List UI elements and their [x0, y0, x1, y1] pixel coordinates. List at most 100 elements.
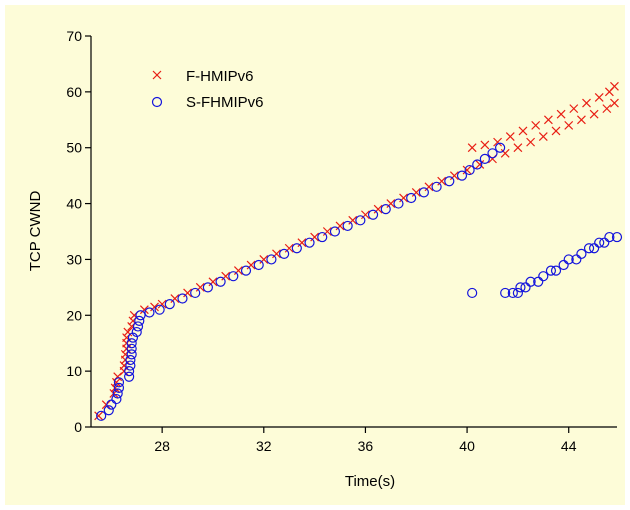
data-point-x-marker [111, 377, 121, 387]
data-point-x-marker [610, 81, 619, 91]
data-point-x-marker [543, 115, 553, 125]
data-point-x-marker [602, 104, 612, 114]
data-point-x-marker [373, 204, 383, 214]
data-point-x-marker [513, 143, 523, 153]
data-point-x-marker [259, 255, 269, 264]
x-tick-label: 36 [358, 438, 374, 454]
data-point-circle-marker [125, 360, 136, 371]
axes [90, 36, 617, 428]
data-point-x-marker [488, 154, 497, 164]
y-tick-label: 20 [66, 307, 82, 323]
data-point-circle-marker [512, 287, 523, 299]
data-point-x-marker [348, 215, 358, 225]
data-point-circle-marker [131, 326, 142, 338]
data-point-circle-marker [266, 254, 277, 265]
data-point-circle-marker [550, 265, 562, 276]
data-point-x-marker [462, 165, 472, 175]
data-point-x-marker [94, 411, 104, 421]
data-point-circle-marker [589, 243, 600, 254]
data-point-x-marker [569, 104, 579, 114]
data-point-x-marker [493, 137, 502, 147]
data-point-x-marker [475, 160, 485, 169]
data-point-circle-marker [611, 231, 623, 243]
data-point-circle-marker [418, 187, 429, 198]
data-point-circle-marker [571, 254, 582, 265]
data-point-circle-marker [112, 388, 123, 399]
data-point-circle-marker [177, 293, 188, 304]
y-tick-label: 40 [66, 196, 82, 212]
y-axis-ticks: 0 10 20 30 40 50 60 70 [66, 28, 91, 435]
data-point-circle-marker [126, 349, 137, 360]
data-point-circle-marker [304, 237, 315, 248]
data-point-circle-marker [563, 254, 574, 265]
legend-marker-s-fhmipv6 [151, 96, 163, 108]
data-point-x-marker [310, 232, 320, 242]
data-point-circle-marker [215, 276, 226, 287]
data-point-x-marker [208, 277, 218, 287]
data-point-x-marker [551, 126, 561, 136]
data-point-circle-marker [329, 226, 341, 237]
data-point-circle-marker [132, 321, 144, 332]
legend-marker-f-hmipv6 [152, 70, 162, 80]
legend: F-HMIPv6 S-FHMIPv6 [151, 68, 264, 111]
data-point-x-marker [386, 199, 396, 208]
data-point-circle-marker [456, 170, 468, 181]
data-point-circle-marker [583, 243, 595, 254]
data-point-x-marker [123, 327, 133, 337]
data-point-x-marker [411, 187, 421, 197]
data-point-x-marker [297, 238, 307, 248]
data-point-circle-marker [431, 181, 442, 192]
data-point-circle-marker [135, 310, 146, 321]
data-point-x-marker [467, 143, 477, 153]
data-point-circle-marker [342, 220, 353, 232]
data-point-circle-marker [111, 393, 122, 405]
data-point-x-marker [505, 132, 515, 141]
legend-label-s-fhmipv6: S-FHMIPv6 [186, 94, 264, 111]
data-point-x-marker [110, 383, 120, 393]
data-point-circle-marker [380, 204, 391, 215]
data-point-circle-marker [507, 287, 518, 299]
y-tick-label: 30 [66, 251, 82, 267]
data-point-circle-marker [113, 377, 125, 388]
y-tick-label: 50 [66, 140, 82, 156]
plot-area [94, 81, 623, 421]
data-point-circle-marker [144, 307, 155, 318]
data-point-x-marker [183, 288, 192, 298]
data-point-x-marker [526, 137, 536, 147]
data-point-circle-marker [464, 164, 475, 176]
data-point-circle-marker [164, 299, 175, 310]
data-point-circle-marker [202, 282, 213, 293]
data-point-circle-marker [487, 148, 498, 159]
y-axis-title: TCP CWND [27, 191, 44, 272]
data-point-circle-marker [558, 259, 569, 271]
data-point-circle-marker [355, 215, 366, 226]
data-point-circle-marker [279, 248, 290, 259]
y-tick-label: 70 [66, 28, 82, 44]
data-point-circle-marker [124, 371, 135, 382]
data-point-circle-marker [124, 366, 135, 377]
data-point-circle-marker [240, 265, 252, 276]
data-point-circle-marker [538, 271, 549, 282]
chart-background [5, 5, 625, 505]
data-point-circle-marker [545, 265, 557, 276]
x-tick-label: 32 [256, 438, 272, 454]
data-point-circle-marker [134, 315, 145, 326]
series-s-fhmipv6 [96, 142, 623, 421]
data-point-circle-marker [103, 405, 114, 416]
data-point-circle-marker [515, 282, 526, 293]
data-point-x-marker [577, 115, 586, 125]
data-point-x-marker [221, 271, 231, 281]
x-tick-label: 28 [154, 438, 170, 454]
data-point-circle-marker [317, 231, 328, 243]
data-point-circle-marker [96, 410, 107, 421]
data-point-x-marker [195, 282, 205, 292]
data-point-circle-marker [190, 287, 201, 299]
x-axis-title: Time(s) [345, 473, 395, 490]
data-point-x-marker [538, 132, 548, 141]
data-point-circle-marker [253, 259, 264, 271]
data-point-x-marker [335, 221, 345, 231]
data-point-circle-marker [126, 343, 137, 354]
data-point-circle-marker [406, 192, 417, 204]
data-point-x-marker [157, 299, 167, 309]
